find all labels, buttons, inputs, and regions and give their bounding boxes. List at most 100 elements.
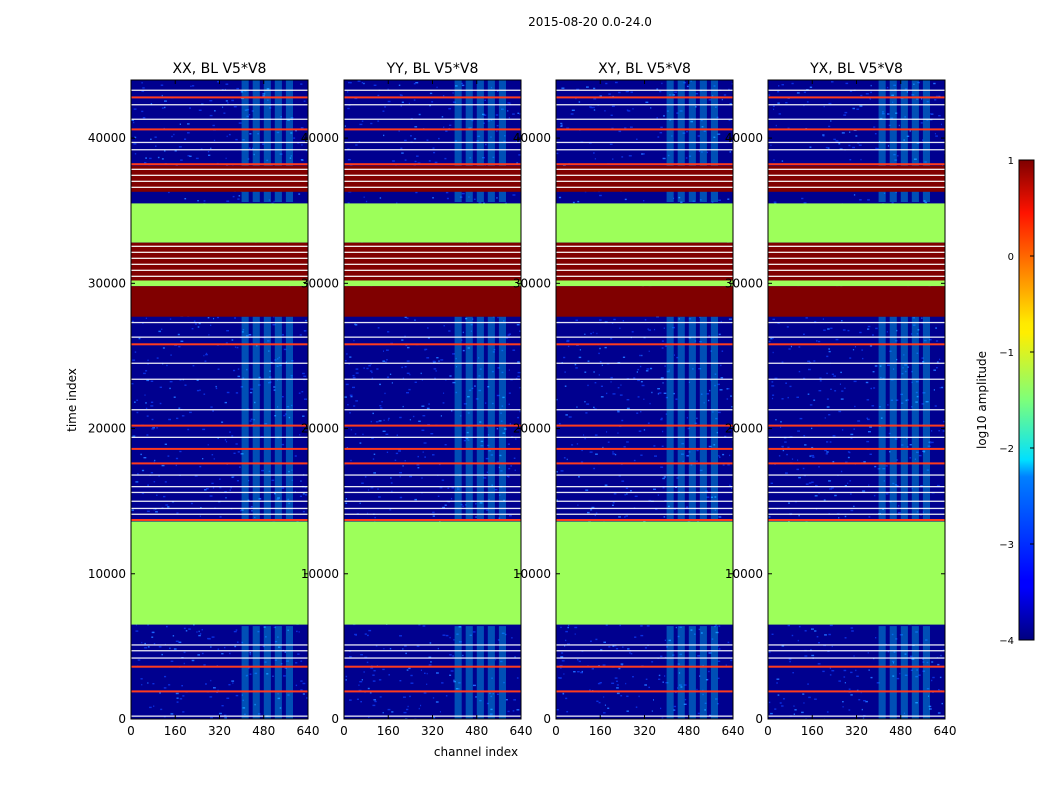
hot-line (344, 462, 521, 465)
noise-cell (565, 630, 568, 633)
noise-cell (272, 324, 276, 326)
noise-cell (372, 674, 375, 676)
noise-cell (826, 711, 829, 713)
noise-cell (843, 114, 847, 116)
y-tick-label: 0 (331, 712, 339, 726)
noise-cell (225, 497, 227, 499)
noise-cell (274, 415, 277, 417)
noise-cell (874, 133, 877, 135)
noise-cell (467, 439, 470, 441)
noise-cell (622, 646, 624, 648)
noise-cell (921, 357, 924, 359)
noise-cell (563, 673, 565, 675)
noise-cell (731, 427, 733, 429)
noise-cell (585, 412, 588, 414)
noise-cell (246, 674, 248, 677)
noise-cell (679, 110, 683, 112)
noise-cell (720, 320, 722, 323)
noise-cell (150, 405, 154, 407)
noise-cell (697, 712, 700, 715)
noise-cell (445, 379, 447, 381)
noise-cell (277, 406, 279, 408)
noise-cell (231, 99, 234, 102)
y-tick-label: 40000 (725, 131, 763, 145)
noise-cell (680, 201, 683, 203)
noise-cell (617, 411, 620, 413)
noise-cell (620, 695, 623, 697)
noise-cell (242, 707, 246, 709)
noise-cell (813, 399, 816, 401)
noise-cell (155, 511, 158, 513)
noise-cell (211, 482, 214, 485)
noise-cell (274, 492, 276, 495)
noise-cell (290, 117, 294, 119)
noise-cell (483, 114, 487, 116)
rfi-column (498, 316, 506, 520)
noise-cell (268, 350, 270, 352)
noise-cell (261, 469, 264, 472)
noise-cell (933, 389, 935, 391)
noise-cell (872, 334, 874, 336)
noise-cell (892, 101, 894, 103)
noise-cell (194, 475, 198, 477)
noise-cell (191, 328, 194, 330)
noise-cell (772, 351, 774, 354)
noise-cell (389, 648, 392, 650)
noise-cell (224, 491, 227, 493)
noise-cell (246, 368, 248, 371)
rfi-column (878, 626, 886, 719)
noise-cell (268, 470, 271, 473)
noise-cell (369, 370, 373, 372)
noise-cell (785, 472, 788, 474)
colorbar-tick-label: −2 (999, 444, 1014, 455)
noise-cell (371, 371, 373, 374)
noise-cell (471, 119, 474, 122)
noise-cell (226, 330, 229, 332)
noise-cell (191, 659, 195, 662)
flag-line (768, 491, 945, 494)
rfi-column (889, 626, 897, 719)
noise-cell (164, 675, 167, 678)
noise-cell (578, 356, 582, 359)
noise-cell (467, 412, 470, 414)
noise-cell (598, 701, 601, 704)
noise-cell (928, 705, 932, 708)
noise-cell (302, 682, 306, 685)
noise-cell (787, 396, 789, 399)
noise-cell (382, 712, 384, 714)
flag-line (556, 491, 733, 494)
noise-cell (726, 398, 729, 400)
noise-cell (671, 135, 673, 137)
flag-line (768, 409, 945, 411)
noise-cell (831, 670, 835, 672)
noise-cell (206, 488, 209, 490)
noise-cell (347, 107, 350, 110)
noise-cell (785, 102, 788, 104)
noise-cell (258, 498, 262, 500)
noise-cell (780, 426, 782, 428)
heatmap-cells (768, 80, 945, 719)
noise-cell (826, 372, 828, 375)
noise-cell (211, 636, 215, 638)
noise-cell (240, 453, 244, 455)
noise-cell (290, 155, 292, 157)
noise-cell (617, 409, 620, 412)
noise-cell (786, 453, 788, 456)
noise-cell (567, 626, 569, 629)
noise-cell (368, 629, 372, 632)
noise-cell (487, 386, 490, 388)
noise-cell (774, 708, 777, 710)
noise-cell (777, 102, 780, 104)
y-tick-label: 10000 (513, 567, 551, 581)
colorbar-label: log10 amplitude (975, 351, 989, 449)
noise-cell (887, 650, 889, 653)
noise-cell (894, 159, 898, 161)
noise-cell (604, 346, 607, 349)
noise-cell (832, 461, 835, 463)
noise-cell (829, 441, 832, 443)
noise-cell (163, 687, 167, 689)
noise-cell (829, 667, 831, 669)
noise-cell (916, 451, 919, 453)
noise-cell (174, 150, 177, 152)
noise-cell (942, 430, 945, 432)
